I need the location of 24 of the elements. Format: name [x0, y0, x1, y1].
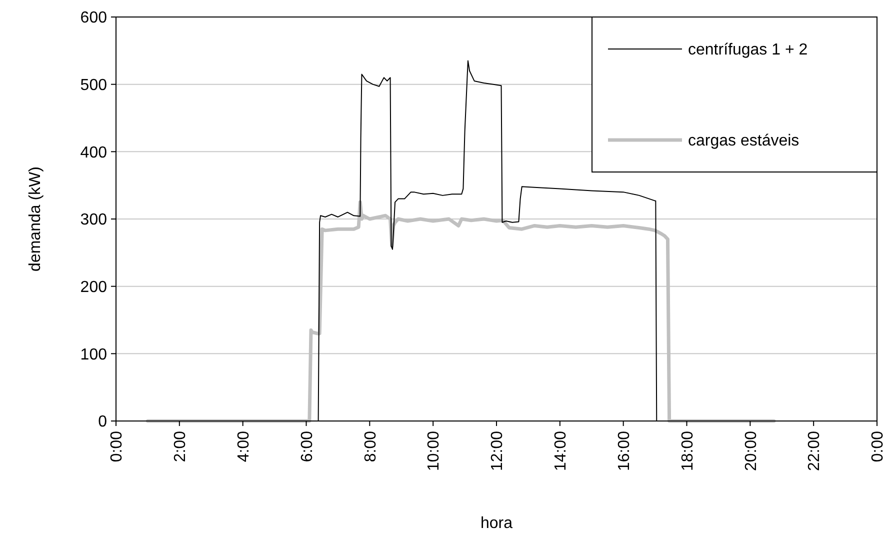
x-tick-label: 20:00: [742, 430, 760, 472]
x-tick-label: 4:00: [235, 430, 252, 462]
y-tick-label: 600: [80, 10, 108, 27]
x-tick-label: 0:00: [870, 430, 883, 462]
x-tick-label: 10:00: [426, 430, 443, 472]
x-tick-label: 12:00: [489, 430, 506, 472]
y-tick-label: 0: [98, 414, 108, 431]
x-axis-title: hora: [480, 515, 513, 532]
x-tick-label: 18:00: [679, 430, 696, 472]
y-axis-title: demanda (kW): [27, 166, 44, 272]
x-tick-label: 6:00: [298, 430, 316, 462]
x-tick-label: 14:00: [552, 430, 570, 472]
y-tick-label: 500: [80, 76, 108, 94]
x-tick-label: 2:00: [172, 430, 190, 462]
y-tick-label: 200: [80, 278, 108, 296]
x-tick-label: 22:00: [806, 430, 824, 472]
x-tick-label: 0:00: [108, 430, 126, 462]
x-tick-label: 16:00: [616, 430, 633, 472]
x-tick-label: 8:00: [362, 430, 380, 462]
legend-label: centrífugas 1 + 2: [688, 42, 808, 59]
legend-label: cargas estáveis: [688, 132, 800, 150]
y-tick-label: 300: [80, 212, 108, 229]
y-tick-label: 100: [80, 346, 108, 364]
y-tick-label: 400: [80, 144, 108, 162]
